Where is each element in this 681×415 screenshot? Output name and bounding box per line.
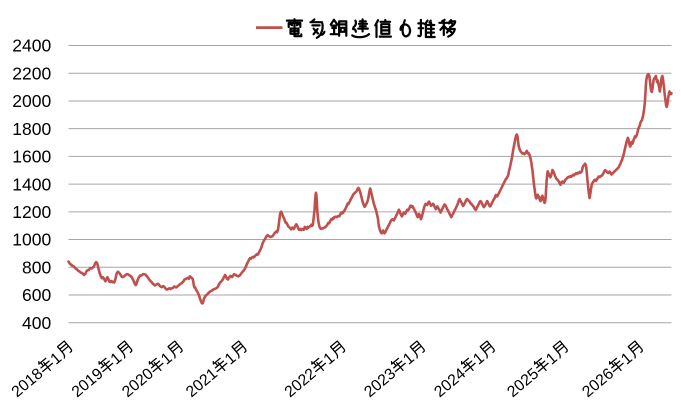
svg-text:2200: 2200: [12, 63, 51, 83]
svg-text:2400: 2400: [12, 36, 51, 56]
svg-text:1200: 1200: [12, 202, 51, 222]
svg-text:600: 600: [22, 285, 51, 305]
svg-text:2000: 2000: [12, 91, 51, 111]
svg-text:1600: 1600: [12, 147, 51, 167]
svg-text:1800: 1800: [12, 119, 51, 139]
svg-text:400: 400: [22, 313, 51, 333]
svg-text:1400: 1400: [12, 174, 51, 194]
svg-text:1000: 1000: [12, 230, 51, 250]
svg-text:800: 800: [22, 257, 51, 277]
